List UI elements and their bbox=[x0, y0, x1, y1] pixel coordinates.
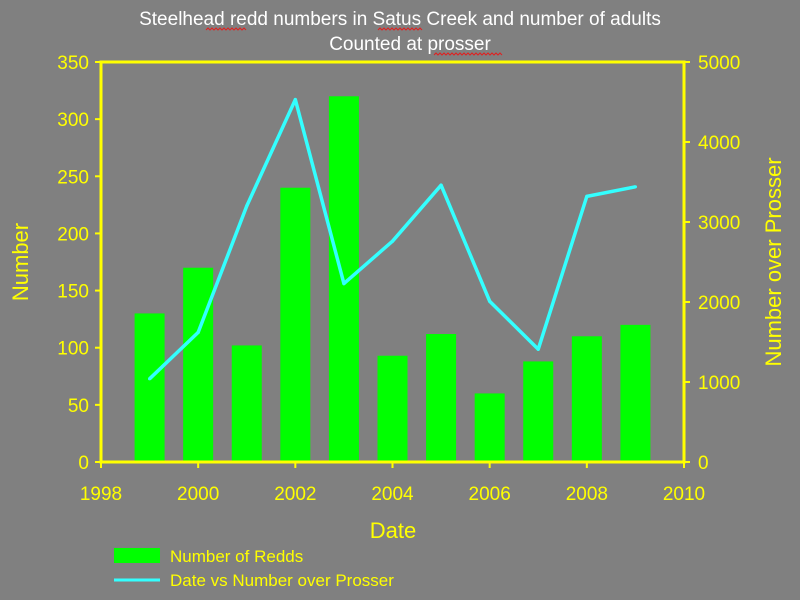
y-left-tick-label-200: 200 bbox=[57, 224, 89, 245]
plot-area: 0 50 100 150 200 250 300 350 0 1000 2000 3000 4000 50… bbox=[57, 53, 740, 505]
legend-swatch-redds bbox=[114, 548, 160, 563]
legend-label-redds: Number of Redds bbox=[170, 547, 303, 566]
y-right-tick-label-4000: 4000 bbox=[698, 133, 740, 154]
x-tick-label-1998: 1998 bbox=[80, 484, 122, 505]
y-left-tick-label-150: 150 bbox=[57, 282, 89, 303]
point-prosser-2006 bbox=[488, 299, 492, 303]
legend: Number of Redds Date vs Number over Pros… bbox=[114, 547, 394, 590]
y-left-tick-label-0: 0 bbox=[78, 453, 89, 474]
y-right-tick-label-5000: 5000 bbox=[698, 53, 740, 74]
point-prosser-2004 bbox=[390, 239, 395, 243]
y-right-tick-label-0: 0 bbox=[698, 453, 709, 474]
legend-label-prosser: Date vs Number over Prosser bbox=[170, 571, 394, 590]
y-right-tick-label-2000: 2000 bbox=[698, 293, 740, 314]
point-prosser-2001 bbox=[245, 204, 249, 208]
bar-redds-2000 bbox=[183, 267, 214, 462]
x-tick-label-2004: 2004 bbox=[371, 484, 414, 505]
bar-redds-1999 bbox=[134, 313, 165, 462]
x-tick-label-2006: 2006 bbox=[469, 484, 511, 505]
y-left-tick-label-350: 350 bbox=[57, 53, 89, 74]
chart-title-line1: Steelhead redd numbers in Satus Creek an… bbox=[139, 9, 661, 30]
bar-redds-2001 bbox=[231, 345, 262, 462]
y-left-tick-label-250: 250 bbox=[57, 167, 89, 188]
bar-redds-2004 bbox=[377, 355, 408, 462]
point-prosser-2000 bbox=[196, 330, 200, 334]
point-prosser-2005 bbox=[439, 183, 443, 187]
bar-redds-2002 bbox=[280, 187, 311, 462]
spellcheck-underline-satus bbox=[377, 27, 423, 31]
x-axis-title: Date bbox=[370, 518, 416, 543]
spellcheck-underline-prosser bbox=[433, 52, 503, 56]
spellcheck-underline-redd bbox=[205, 27, 247, 31]
y-axis-title-left: Number bbox=[8, 223, 33, 301]
y-left-tick-label-100: 100 bbox=[57, 339, 89, 360]
point-prosser-2007 bbox=[536, 347, 540, 351]
point-prosser-2002 bbox=[293, 98, 297, 102]
x-tick-label-2010: 2010 bbox=[663, 484, 705, 505]
point-prosser-2009 bbox=[633, 185, 638, 189]
bar-redds-2009 bbox=[620, 324, 651, 462]
bar-redds-2007 bbox=[523, 361, 554, 462]
point-prosser-2003 bbox=[342, 282, 346, 286]
y-right-tick-label-3000: 3000 bbox=[698, 213, 740, 234]
y-axis-title-right: Number over Prosser bbox=[761, 157, 786, 366]
bar-redds-2008 bbox=[571, 336, 602, 462]
bar-redds-2006 bbox=[474, 393, 505, 462]
line-number-over-prosser bbox=[148, 97, 636, 381]
y-left-tick-label-300: 300 bbox=[57, 110, 89, 131]
bar-redds-2005 bbox=[426, 334, 457, 462]
x-tick-label-2008: 2008 bbox=[566, 484, 608, 505]
x-tick-label-2002: 2002 bbox=[274, 484, 316, 505]
chart-title-line2: Counted at prosser bbox=[329, 34, 491, 55]
y-right-tick-label-1000: 1000 bbox=[698, 373, 740, 394]
point-prosser-2008 bbox=[585, 194, 589, 198]
y-left-tick-label-50: 50 bbox=[68, 396, 89, 417]
point-prosser-1999 bbox=[147, 377, 152, 381]
x-tick-label-2000: 2000 bbox=[177, 484, 219, 505]
